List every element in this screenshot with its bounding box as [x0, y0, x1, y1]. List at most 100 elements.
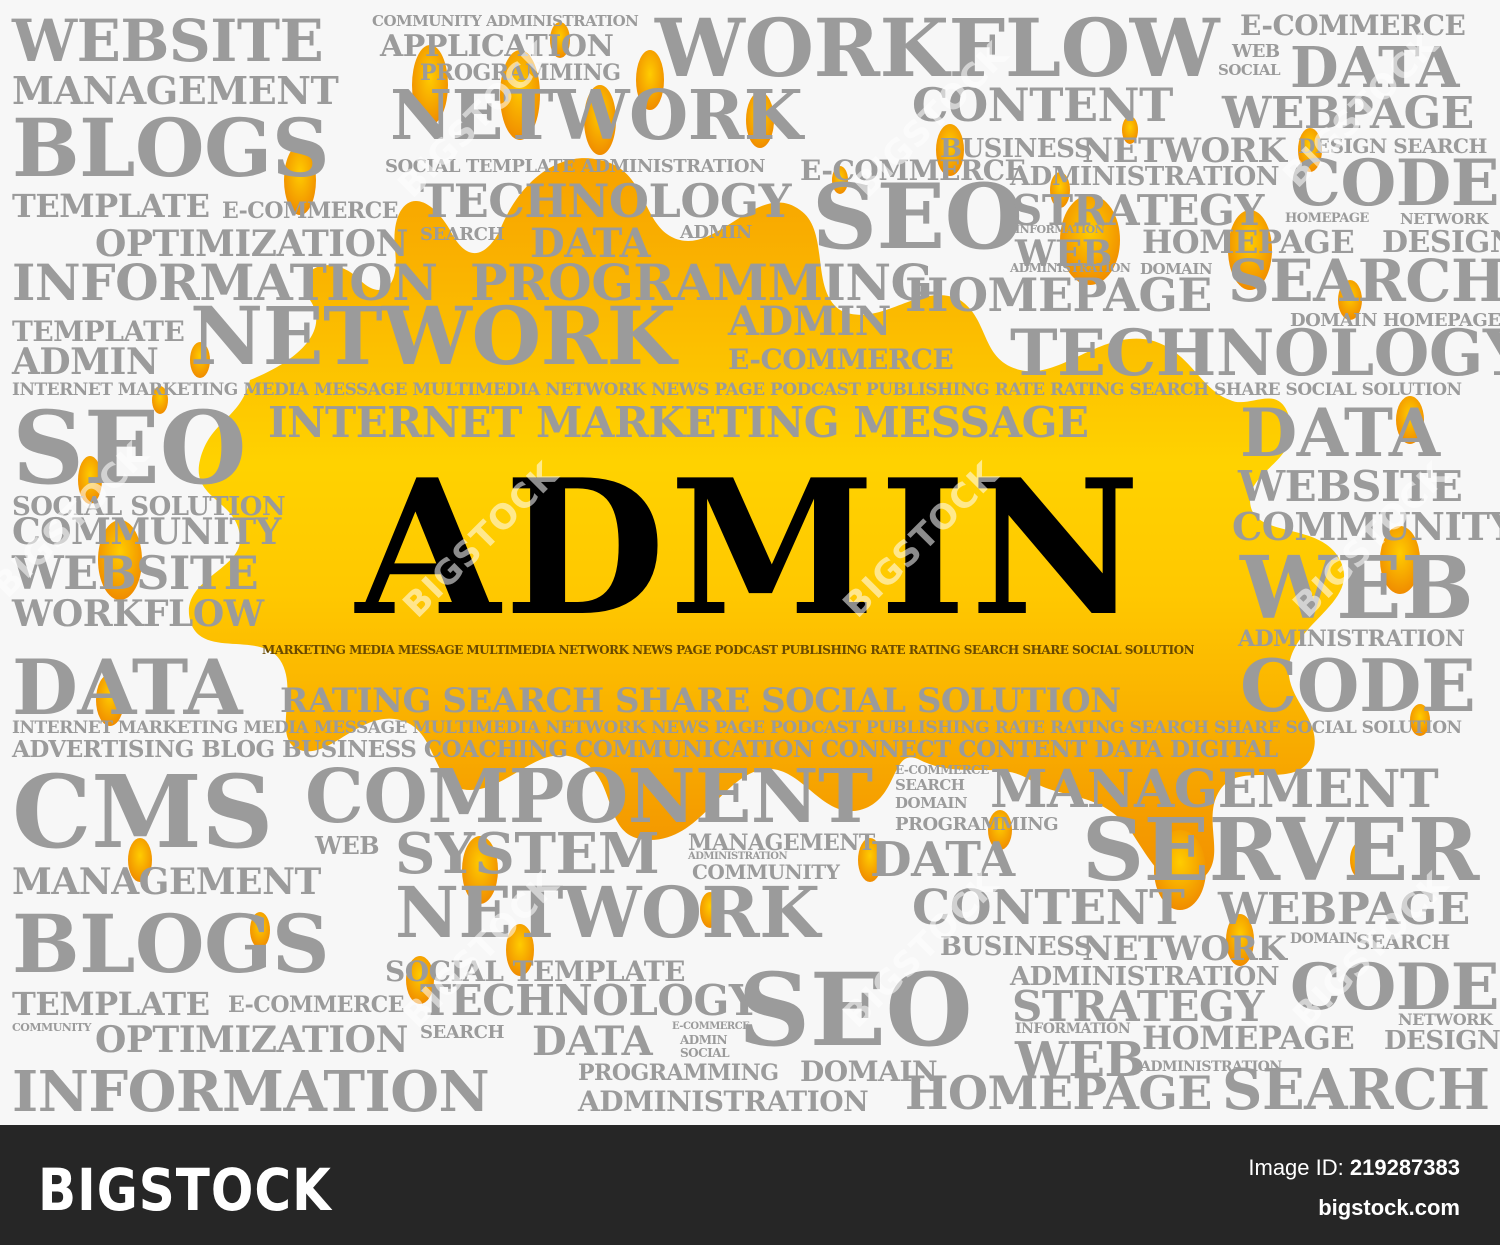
word: SEARCH	[420, 1022, 504, 1043]
word: COMMUNITY ADMINISTRATION	[372, 12, 639, 30]
word: CONTENT	[912, 880, 1185, 936]
word: DOMAIN	[1290, 931, 1358, 947]
word: HOMEPAGE	[1285, 211, 1369, 226]
word: BLOGS	[12, 897, 330, 991]
word: ADMIN	[728, 298, 891, 345]
word: RATING SEARCH SHARE SOCIAL SOLUTION	[280, 681, 1121, 721]
word: CODE	[1290, 146, 1499, 221]
orange-splash	[78, 22, 1430, 1004]
word: DESIGN	[1382, 225, 1500, 260]
word: CODE	[1290, 950, 1499, 1025]
word: DATA	[530, 220, 651, 267]
word: SEARCH	[1222, 1057, 1490, 1123]
word: SEO	[12, 389, 247, 507]
word: CMS	[12, 753, 274, 871]
word: BLOGS	[12, 101, 330, 195]
word: ADMINISTRATION	[1010, 261, 1131, 275]
word: MANAGEMENT	[990, 759, 1439, 820]
word: E-COMMERCE	[672, 1021, 750, 1032]
word: SEO	[812, 164, 1023, 270]
word: WEB	[315, 831, 380, 860]
word: NETWORK	[1398, 1010, 1493, 1029]
word: HOMEPAGE	[905, 268, 1212, 322]
word: INTERNET MARKETING MESSAGE	[268, 398, 1089, 447]
word: WEBSITE	[12, 546, 259, 600]
word: WORKFLOW	[12, 593, 264, 635]
word: ADMINISTRATION	[1140, 1059, 1282, 1075]
word: DATA	[1290, 35, 1460, 101]
word: DATA	[532, 1018, 653, 1065]
word: PROGRAMMING	[420, 60, 621, 86]
word: WEB	[1232, 41, 1280, 62]
word: ADMINISTRATION	[578, 1085, 869, 1118]
word: E-COMMERCE	[222, 198, 399, 224]
word: INFORMATION	[12, 253, 438, 312]
word: HOMEPAGE	[1142, 223, 1355, 261]
word: TECHNOLOGY	[420, 174, 792, 228]
word: ADMINISTRATION	[1238, 626, 1465, 652]
word: NETWORK	[1400, 210, 1489, 228]
word: CODE	[1240, 643, 1476, 728]
word: WEB	[1015, 233, 1112, 275]
word: WEB	[1015, 1032, 1145, 1088]
word: SOCIAL	[1218, 61, 1281, 79]
word: ADVERTISING BLOG BUSINESS COACHING COMMU…	[12, 736, 1278, 763]
word: SEARCH	[1228, 247, 1500, 315]
word: BUSINESS	[940, 134, 1093, 164]
word: INFORMATION	[1015, 223, 1105, 236]
brand-logo[interactable]: BIGSTOCK	[38, 1157, 332, 1224]
site-link[interactable]: bigstock.com	[1318, 1195, 1460, 1220]
word: MANAGEMENT	[12, 861, 321, 903]
word: DOMAIN	[1140, 260, 1213, 278]
word: DOMAIN	[895, 794, 968, 812]
word: ADMIN	[12, 341, 159, 383]
image-id-label: Image ID:	[1248, 1155, 1344, 1180]
word: NETWORK	[390, 76, 803, 156]
word: OPTIMIZATION	[95, 1019, 408, 1061]
word: WEBSITE	[1238, 462, 1463, 511]
word: TECHNOLOGY	[420, 976, 759, 1025]
word: NETWORK	[190, 289, 676, 383]
word: SYSTEM	[395, 821, 660, 887]
word: TEMPLATE	[12, 187, 210, 225]
word: DESIGN SEARCH	[1298, 134, 1487, 158]
word: STRATEGY	[1012, 186, 1264, 235]
word: SEARCH	[1356, 930, 1450, 954]
word: TEMPLATE	[12, 985, 210, 1023]
word: E-COMMERCE	[800, 154, 1026, 187]
word: STRATEGY	[1012, 982, 1264, 1031]
word: TEMPLATE	[12, 315, 185, 348]
word: HOMEPAGE	[1142, 1019, 1355, 1057]
word: DATA	[870, 832, 1015, 888]
word: INFORMATION	[1015, 1021, 1131, 1037]
word: PROGRAMMING	[578, 1060, 779, 1086]
word: COMMUNITY	[1232, 504, 1500, 549]
word: INTERNET MARKETING MEDIA MESSAGE MULTIME…	[12, 380, 1462, 400]
footer-bar: BIGSTOCK Image ID: 219287383 bigstock.co…	[0, 1125, 1500, 1245]
word: DATA	[1240, 394, 1440, 472]
word: SERVER	[1082, 800, 1479, 901]
word: E-COMMERCE	[1240, 9, 1466, 42]
word: COMMUNITY	[12, 511, 281, 553]
word: CONTENT	[912, 78, 1173, 132]
word: PROGRAMMING	[470, 253, 933, 312]
word: SOCIAL SOLUTION	[12, 492, 286, 522]
word: ADMIN	[680, 222, 752, 243]
word: NETWORK	[1082, 131, 1287, 171]
word: MANAGEMENT	[12, 68, 339, 113]
word: HOMEPAGE	[905, 1066, 1212, 1120]
image-id: Image ID: 219287383	[1248, 1155, 1460, 1181]
word: WEBSITE	[12, 7, 324, 75]
word: SOCIAL TEMPLATE ADMINISTRATION	[385, 156, 765, 177]
word: COMPONENT	[305, 754, 873, 840]
word: SOCIAL TEMPLATE	[385, 955, 685, 988]
word: DESIGN	[1384, 1026, 1500, 1056]
word: INFORMATION	[12, 1059, 490, 1125]
word: MANAGEMENT	[688, 830, 875, 856]
word: OPTIMIZATION	[95, 223, 408, 265]
word: TECHNOLOGY	[1010, 316, 1500, 391]
word: INTERNET MARKETING MEDIA MESSAGE MULTIME…	[12, 718, 1462, 738]
word: NETWORK	[395, 871, 820, 954]
word: NETWORK	[1082, 929, 1287, 969]
word: SEO	[738, 951, 973, 1069]
